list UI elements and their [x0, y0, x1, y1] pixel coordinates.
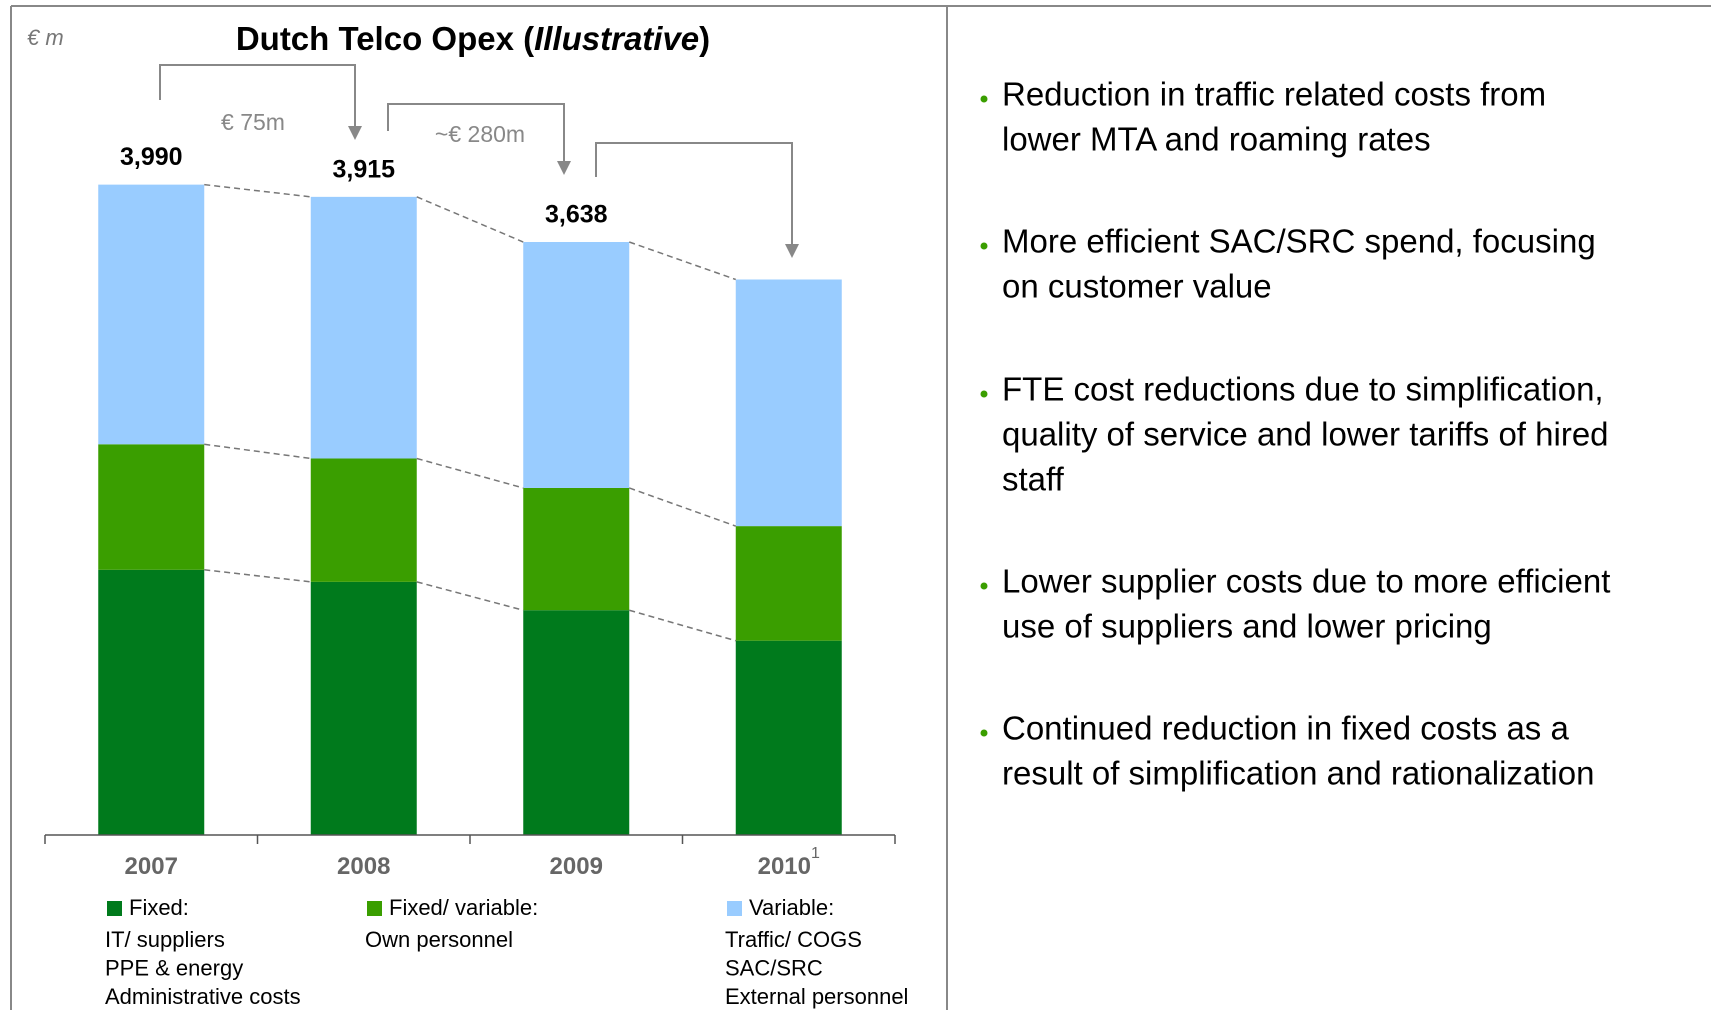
unit-label: € m [27, 25, 64, 50]
x-tick-label: 2009 [550, 853, 603, 880]
arrow-line [387, 103, 565, 163]
legend-label: Variable: [749, 895, 834, 920]
x-tick-label: 2008 [337, 853, 390, 880]
bullet-dot [980, 582, 988, 590]
legend-description: Administrative costs [105, 984, 301, 1009]
bullet-text: staff [1002, 461, 1065, 498]
x-tick-label: 20101 [758, 845, 820, 880]
legend-description: External personnel [725, 984, 908, 1009]
bullet-text: FTE cost reductions due to simplificatio… [1002, 371, 1604, 408]
bar-segment [310, 196, 417, 459]
connector [204, 569, 311, 583]
total-label: 3,638 [545, 201, 608, 229]
bar-segment [310, 581, 417, 835]
category: 2007 [125, 853, 178, 880]
legend-description: SAC/SRC [725, 955, 823, 980]
title-part: Dutch Telco Opex ( [236, 20, 534, 57]
bar-segment [735, 526, 842, 641]
bullet-text: lower MTA and roaming rates [1002, 121, 1431, 158]
bar-segment [523, 610, 630, 835]
arrow-line [595, 142, 793, 246]
bar-segment [735, 640, 842, 835]
bullet-dot [980, 729, 988, 737]
title-part: ) [699, 20, 710, 57]
legend-label: Fixed/ variable: [389, 895, 538, 920]
arrow-head [785, 244, 799, 258]
footnote-mark: 1 [811, 845, 820, 862]
legend-description: Traffic/ COGS [725, 927, 862, 952]
bullet-dot [980, 390, 988, 398]
arrow-line [159, 64, 356, 128]
x-tick-label: 2007 [125, 853, 178, 880]
bar-segment [523, 242, 630, 488]
legend-swatch [107, 901, 122, 916]
arrow-head [557, 161, 571, 175]
connector [628, 487, 737, 527]
legend-label: Fixed: [129, 895, 189, 920]
bar-segment [735, 279, 842, 527]
bar-segment [523, 487, 630, 611]
bullet-dot [980, 95, 988, 103]
total-label: 3,990 [120, 143, 183, 171]
bar-segment [98, 569, 205, 835]
bullet-text: Lower supplier costs due to more efficie… [1002, 563, 1610, 600]
annotation: € 75m [221, 109, 285, 135]
legend-description: IT/ suppliers [105, 927, 225, 952]
title-italic: Illustrative [534, 20, 699, 57]
connector [629, 609, 736, 642]
connector [416, 581, 524, 611]
bullet-text: use of suppliers and lower pricing [1002, 608, 1492, 645]
connector [416, 457, 524, 489]
connector [204, 443, 311, 460]
arrow-head [348, 126, 362, 140]
bar-segment [98, 444, 205, 570]
legend-description: PPE & energy [105, 955, 243, 980]
bullet-text: Reduction in traffic related costs from [1002, 76, 1546, 113]
chart-title: Dutch Telco Opex (Illustrative) [236, 20, 710, 57]
category: 2009 [550, 853, 603, 880]
category: 2010 [758, 853, 811, 880]
category: 2008 [337, 853, 390, 880]
annotation: ~€ 280m [435, 121, 525, 147]
bullet-text: on customer value [1002, 268, 1272, 305]
total-label: 3,915 [332, 155, 395, 183]
bullet-text: Continued reduction in fixed costs as a [1002, 710, 1569, 747]
connector [204, 183, 311, 198]
bar-segment [310, 458, 417, 582]
bullet-dot [980, 242, 988, 250]
connector [629, 241, 736, 281]
legend-swatch [727, 901, 742, 916]
legend-swatch [367, 901, 382, 916]
bullet-text: result of simplification and rationaliza… [1002, 755, 1594, 792]
arrows [159, 64, 799, 258]
bullet-text: More efficient SAC/SRC spend, focusing [1002, 223, 1596, 260]
legend-description: Own personnel [365, 927, 513, 952]
bullet-text: quality of service and lower tariffs of … [1002, 416, 1609, 453]
connector [416, 196, 524, 243]
bar-segment [98, 184, 205, 445]
